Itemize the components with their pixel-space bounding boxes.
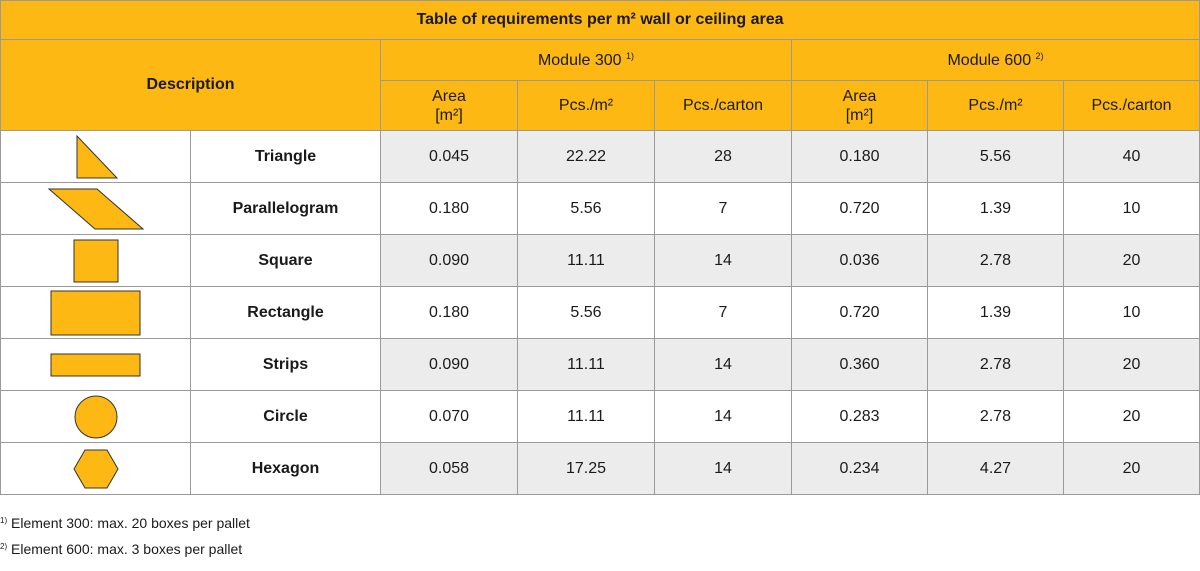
pcs-carton-300: 28 xyxy=(654,130,792,183)
area-300: 0.180 xyxy=(380,182,518,235)
pcs-carton-600: 10 xyxy=(1062,182,1200,235)
table-row: Triangle 0.045 22.22 28 0.180 5.56 40 xyxy=(0,130,1200,183)
shape-cell xyxy=(0,338,191,391)
pcs-m2-600: 1.39 xyxy=(927,182,1064,235)
pcs-m2-300: 22.22 xyxy=(517,130,655,183)
strips-icon xyxy=(50,353,140,376)
area-600: 0.234 xyxy=(791,442,928,495)
area-600: 0.180 xyxy=(791,130,928,183)
pcs-m2-600: 1.39 xyxy=(927,286,1064,339)
table-row: Hexagon 0.058 17.25 14 0.234 4.27 20 xyxy=(0,442,1200,495)
pcs-carton-300: 7 xyxy=(654,182,792,235)
pcs-m2-300: 11.11 xyxy=(517,338,655,391)
area-300: 0.045 xyxy=(380,130,518,183)
pcs-carton-300: 14 xyxy=(654,234,792,287)
shape-cell xyxy=(0,442,191,495)
area-header-300: Area [m²] xyxy=(380,80,518,131)
area-600: 0.360 xyxy=(791,338,928,391)
circle-icon xyxy=(74,395,117,438)
pcs-carton-600: 20 xyxy=(1062,442,1200,495)
shape-name: Square xyxy=(190,234,381,287)
square-icon xyxy=(73,239,118,282)
area-600: 0.720 xyxy=(791,286,928,339)
table-row: Circle 0.070 11.11 14 0.283 2.78 20 xyxy=(0,390,1200,443)
shape-name: Circle xyxy=(190,390,381,443)
pcs-carton-header-300: Pcs./carton xyxy=(654,80,792,131)
pcs-carton-600: 20 xyxy=(1062,234,1200,287)
pcs-carton-600: 20 xyxy=(1062,338,1200,391)
shape-cell xyxy=(0,182,191,235)
module-600-header: Module 600 2) xyxy=(790,39,1200,81)
area-600: 0.720 xyxy=(791,182,928,235)
pcs-carton-300: 7 xyxy=(654,286,792,339)
area-600: 0.036 xyxy=(791,234,928,287)
footnote: 2) Element 600: max. 3 boxes per pallet xyxy=(0,541,243,557)
pcs-carton-600: 20 xyxy=(1062,390,1200,443)
table-row: Parallelogram 0.180 5.56 7 0.720 1.39 10 xyxy=(0,182,1200,235)
pcs-m2-300: 5.56 xyxy=(517,182,655,235)
pcs-m2-300: 11.11 xyxy=(517,234,655,287)
pcs-carton-300: 14 xyxy=(654,442,792,495)
pcs-carton-300: 14 xyxy=(654,390,792,443)
shape-cell xyxy=(0,130,191,183)
shape-name: Hexagon xyxy=(190,442,381,495)
pcs-carton-header-600: Pcs./carton xyxy=(1062,80,1200,131)
pcs-carton-600: 10 xyxy=(1062,286,1200,339)
area-header-600: Area [m²] xyxy=(791,80,928,131)
triangle-icon xyxy=(76,134,118,178)
area-600: 0.283 xyxy=(791,390,928,443)
pcs-m2-300: 5.56 xyxy=(517,286,655,339)
description-header: Description xyxy=(0,39,381,131)
pcs-m2-header-600: Pcs./m² xyxy=(927,80,1064,131)
shape-name: Triangle xyxy=(190,130,381,183)
pcs-m2-600: 2.78 xyxy=(927,390,1064,443)
shape-cell xyxy=(0,390,191,443)
pcs-carton-600: 40 xyxy=(1062,130,1200,183)
area-300: 0.070 xyxy=(380,390,518,443)
shape-name: Rectangle xyxy=(190,286,381,339)
pcs-m2-300: 11.11 xyxy=(517,390,655,443)
shape-cell xyxy=(0,286,191,339)
pcs-m2-600: 2.78 xyxy=(927,234,1064,287)
shape-name: Strips xyxy=(190,338,381,391)
footnotes: 1) Element 300: max. 20 boxes per pallet… xyxy=(0,509,1200,561)
shape-cell xyxy=(0,234,191,287)
pcs-m2-300: 17.25 xyxy=(517,442,655,495)
shape-name: Parallelogram xyxy=(190,182,381,235)
pcs-m2-600: 4.27 xyxy=(927,442,1064,495)
pcs-m2-600: 5.56 xyxy=(927,130,1064,183)
area-300: 0.090 xyxy=(380,338,518,391)
footnote: 1) Element 300: max. 20 boxes per pallet xyxy=(0,515,250,531)
table-row: Strips 0.090 11.11 14 0.360 2.78 20 xyxy=(0,338,1200,391)
pcs-m2-header-300: Pcs./m² xyxy=(517,80,655,131)
parallelogram-icon xyxy=(47,188,144,229)
area-300: 0.180 xyxy=(380,286,518,339)
requirements-table: Table of requirements per m² wall or cei… xyxy=(0,0,1200,495)
pcs-carton-300: 14 xyxy=(654,338,792,391)
area-300: 0.058 xyxy=(380,442,518,495)
table-row: Rectangle 0.180 5.56 7 0.720 1.39 10 xyxy=(0,286,1200,339)
table-title: Table of requirements per m² wall or cei… xyxy=(0,0,1200,40)
hexagon-icon xyxy=(72,449,119,488)
module-300-header: Module 300 1) xyxy=(380,39,792,81)
rectangle-icon xyxy=(50,290,140,335)
pcs-m2-600: 2.78 xyxy=(927,338,1064,391)
table-row: Square 0.090 11.11 14 0.036 2.78 20 xyxy=(0,234,1200,287)
area-300: 0.090 xyxy=(380,234,518,287)
